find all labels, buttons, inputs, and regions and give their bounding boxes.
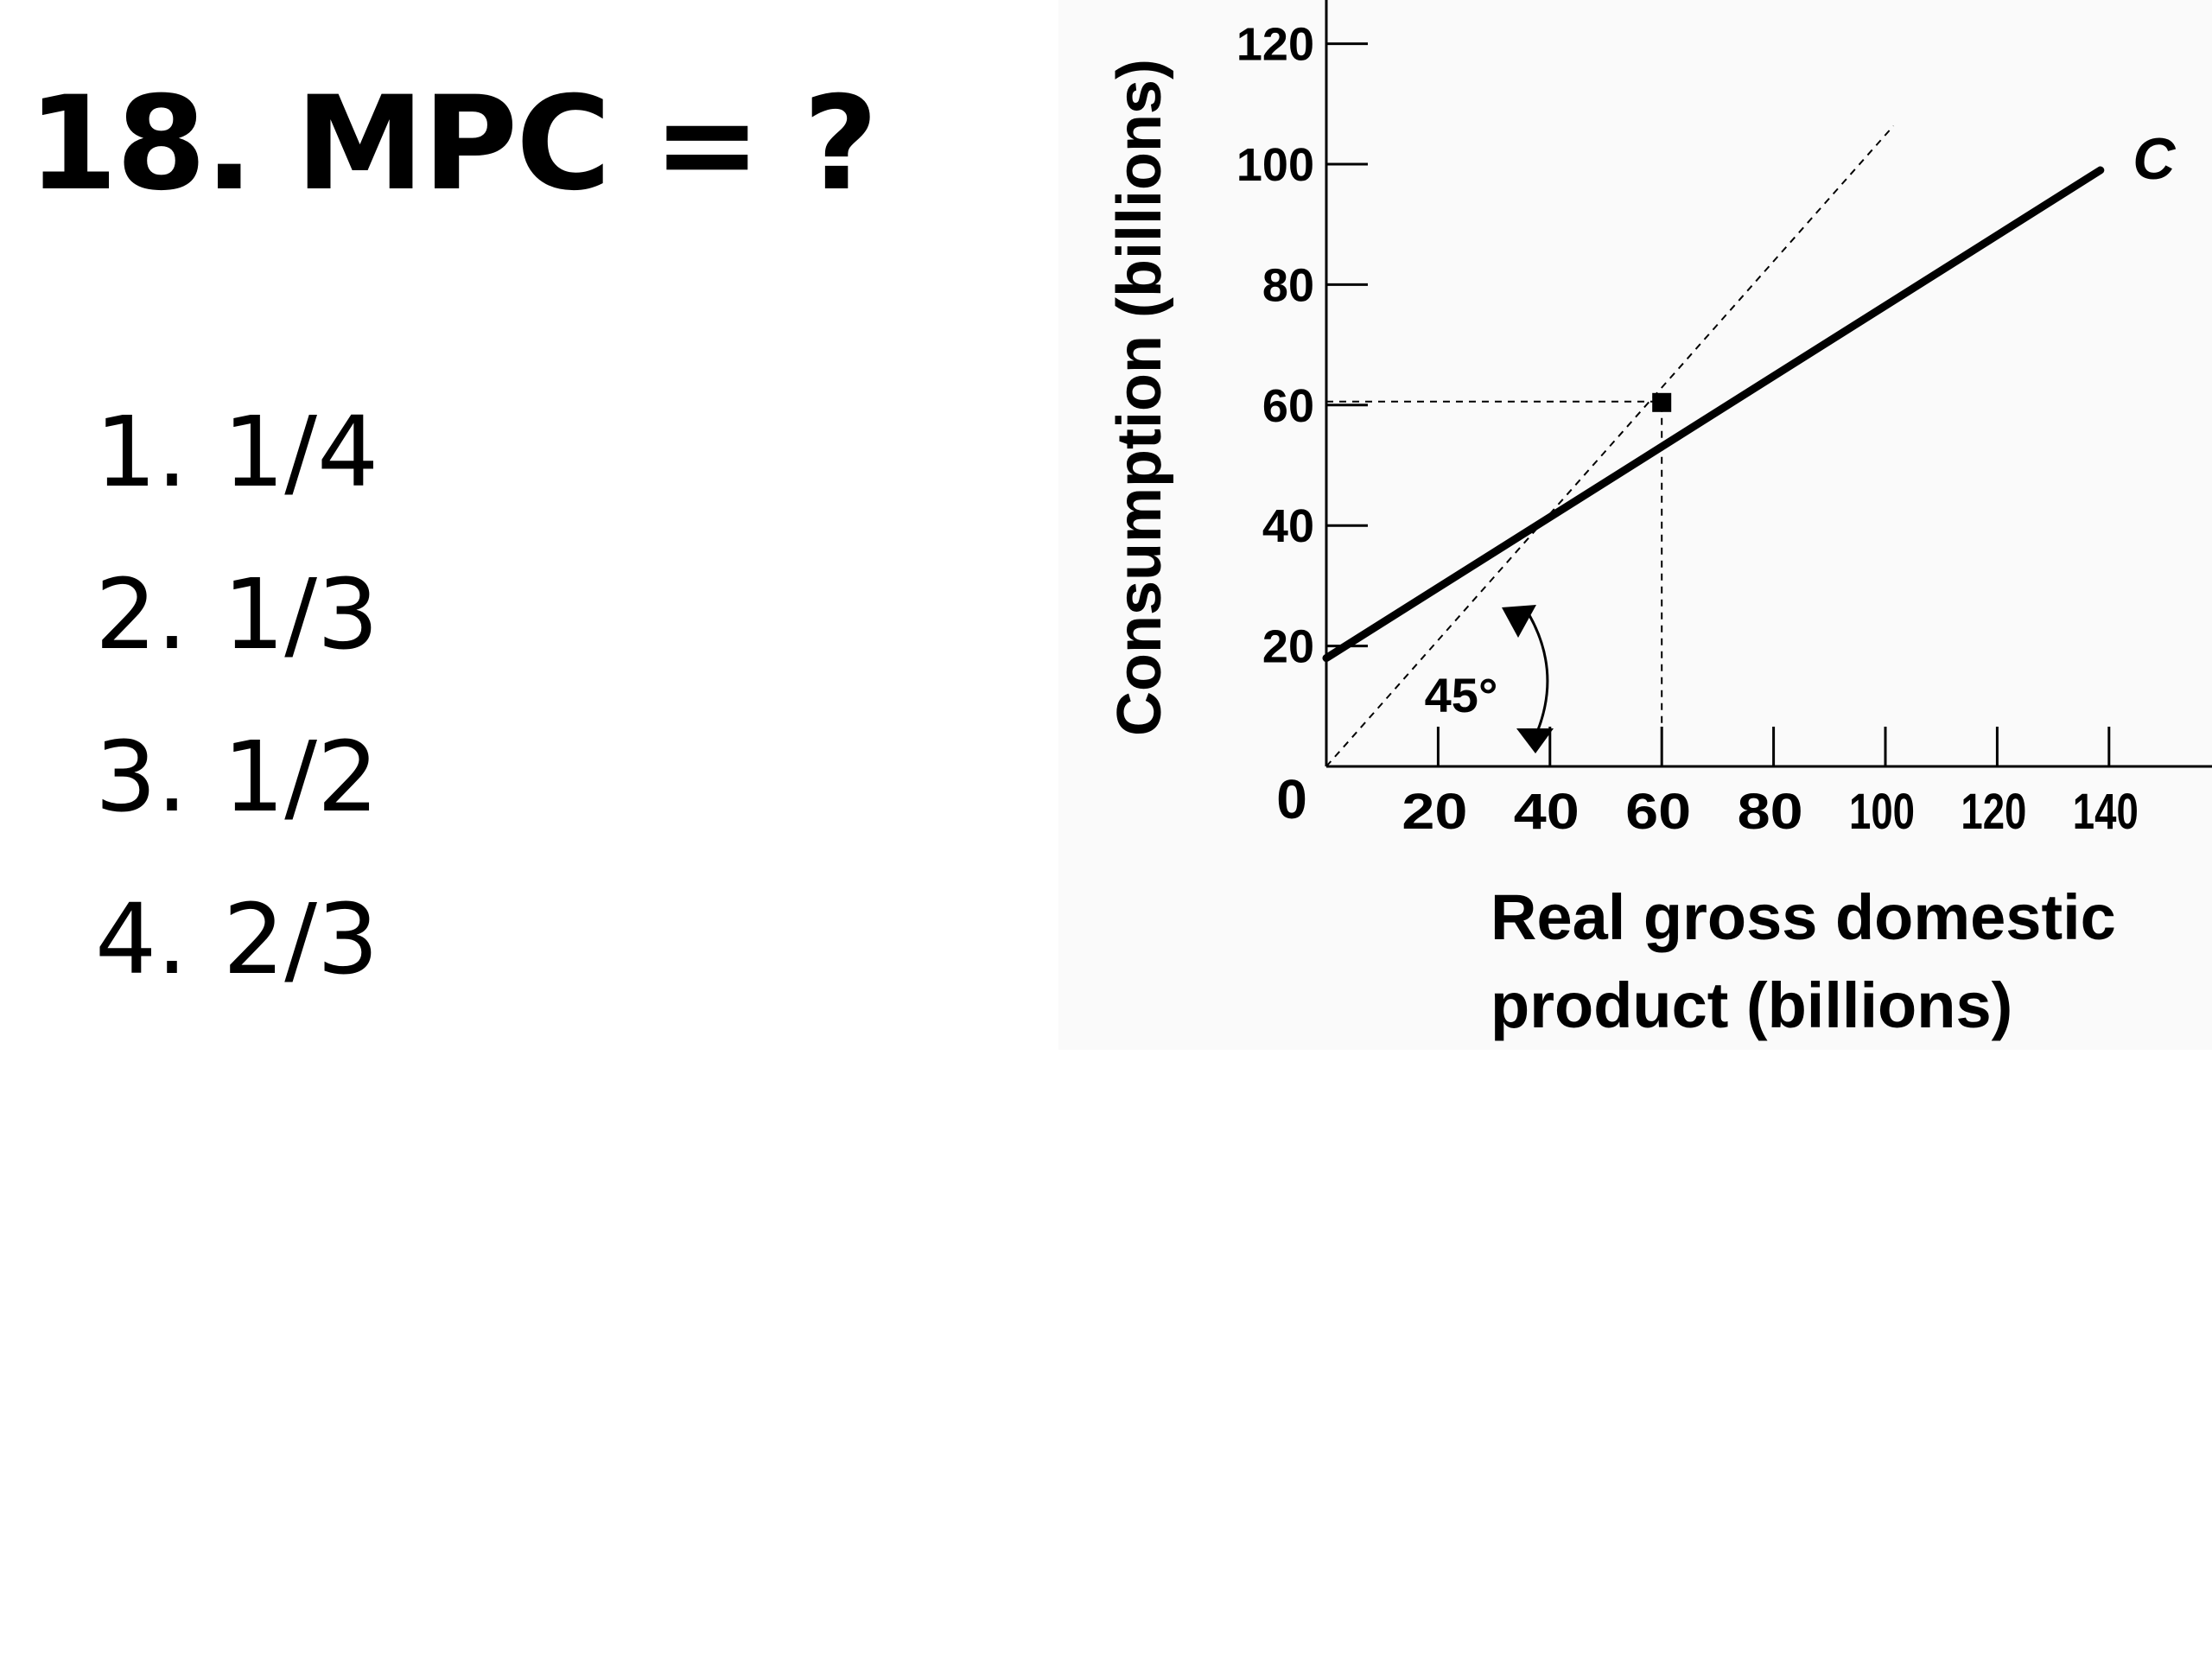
intersection-point: [1652, 392, 1672, 412]
y-tick-label: 20: [1262, 621, 1314, 673]
angle-arrow-top-icon: [1502, 605, 1536, 638]
choice-number: 2.: [95, 559, 188, 671]
y-tick-label: 120: [1236, 19, 1314, 71]
x-tick-label: 100: [1849, 784, 1915, 840]
x-tick-label: 60: [1625, 784, 1691, 840]
x-axis-title-line: Real gross domestic: [1491, 881, 2116, 953]
answer-choices: 1. 1/4 2. 1/3 3. 1/2 4. 2/3: [95, 372, 378, 1021]
chart-background: [1058, 0, 2212, 1050]
angle-label: 45°: [1425, 668, 1498, 722]
choice-value: 1/2: [223, 721, 379, 834]
choice-value: 1/3: [223, 559, 379, 671]
choice-item[interactable]: 4. 2/3: [95, 859, 378, 1021]
x-tick-label: 120: [1961, 784, 2026, 840]
origin-label: 0: [1276, 768, 1307, 830]
question-text: MPC = ?: [295, 69, 878, 219]
x-tick-label: 80: [1738, 784, 1803, 840]
choice-value: 2/3: [223, 884, 379, 996]
question-title: 18. MPC = ?: [28, 79, 878, 209]
angle-arrow-bottom-icon: [1516, 728, 1554, 753]
question-number: 18.: [28, 69, 254, 219]
consumption-chart: 20 40 60 80 100 120 20 40 60 80 100 120 140 0 C 45° Cons…: [1058, 0, 2212, 1050]
reference-45-line: [1325, 124, 1895, 767]
y-tick-label: 60: [1262, 380, 1314, 432]
choice-item[interactable]: 3. 1/2: [95, 696, 378, 859]
choice-value: 1/4: [223, 397, 379, 509]
x-tick-label: 140: [2073, 784, 2139, 840]
x-tick-label: 40: [1514, 784, 1580, 840]
choice-item[interactable]: 1. 1/4: [95, 372, 378, 534]
choice-item[interactable]: 2. 1/3: [95, 534, 378, 696]
choice-number: 3.: [95, 721, 188, 834]
x-axis-title-line: product (billions): [1491, 969, 2012, 1041]
consumption-line: [1322, 166, 2105, 663]
choice-number: 1.: [95, 397, 188, 509]
consumption-chart-svg: 20 40 60 80 100 120 20 40 60 80 100 120 140 0 C 45° Cons…: [1058, 0, 2212, 1050]
x-tick-label: 20: [1402, 784, 1467, 840]
y-tick-label: 100: [1236, 139, 1314, 191]
y-tick-label: 40: [1262, 500, 1314, 552]
angle-arc: [1528, 614, 1549, 737]
consumption-line-label: C: [2133, 126, 2176, 192]
y-axis-title: Consumption (billions): [1105, 59, 1174, 736]
y-tick-label: 80: [1262, 259, 1314, 311]
choice-number: 4.: [95, 884, 188, 996]
